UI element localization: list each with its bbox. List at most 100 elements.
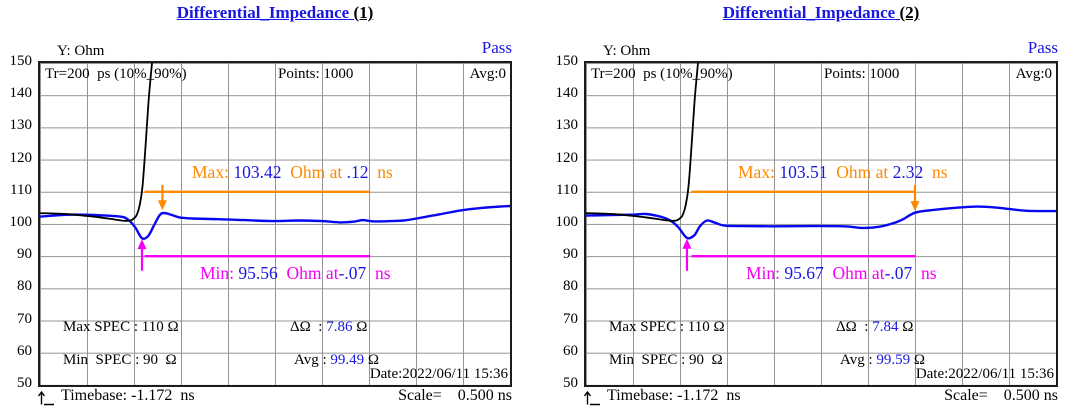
rise-time-label: Tr=200 ps (10%_90%): [45, 66, 187, 82]
y-axis: 150 140 130 120 110 100 90 80 70 60 50: [546, 0, 580, 414]
avg-value: 99.59: [876, 352, 911, 368]
min-value: 95.67: [784, 263, 824, 283]
y-tick-label: 130: [9, 117, 33, 134]
waveform-svg: [586, 63, 1056, 271]
min-time-value: -.07: [884, 263, 913, 283]
chart-title: Differential_Impedance (2): [584, 3, 1058, 23]
max-mid-label: Ohm at: [281, 162, 347, 182]
waveform-svg: [40, 63, 510, 271]
y-tick-label: 70: [563, 310, 578, 327]
y-tick-label: 60: [17, 342, 32, 359]
min-spec-label: Min SPEC : 90 Ω: [609, 352, 723, 368]
min-spec-label: Min SPEC : 90 Ω: [63, 352, 177, 368]
avg-count-label: Avg:0: [469, 66, 506, 82]
y-tick-label: 150: [555, 53, 579, 69]
min-time-value: -.07: [338, 263, 367, 283]
delta-ohm-readout: ΔΩ : 7.86 Ω: [290, 319, 367, 336]
y-tick-label: 90: [563, 246, 578, 263]
delta-unit: Ω: [898, 319, 914, 335]
impedance-curve: [40, 204, 510, 241]
max-unit-label: ns: [368, 162, 393, 182]
delta-value: 7.84: [872, 319, 899, 335]
points-label: Points: 1000: [824, 66, 900, 82]
step-edge-curve: [586, 63, 699, 222]
chart-panel: Differential_Impedance (2) Pass Y: Ohm 1…: [546, 0, 1091, 414]
max-value: 103.42: [233, 162, 282, 182]
y-axis: 150 140 130 120 110 100 90 80 70 60 50: [0, 0, 34, 414]
chart-title: Differential_Impedance (1): [38, 3, 512, 23]
y-tick-label: 120: [555, 149, 579, 166]
scale-label: Scale= 0.500 ns: [944, 387, 1058, 404]
min-unit-label: ns: [912, 263, 937, 283]
scale-label: Scale= 0.500 ns: [398, 387, 512, 404]
max-time-value: .12: [346, 162, 369, 182]
date-label: Date:2022/06/11 15:36: [915, 366, 1054, 382]
y-tick-label: 80: [563, 278, 578, 295]
max-spec-label: Max SPEC : 110 Ω: [609, 319, 725, 335]
points-label: Points: 1000: [278, 66, 354, 82]
min-mid-label: Ohm at: [823, 263, 885, 283]
max-unit-label: ns: [923, 162, 948, 182]
y-tick-label: 110: [556, 181, 578, 198]
y-tick-label: 140: [9, 85, 33, 102]
y-tick-label: 110: [10, 181, 32, 198]
timebase-label: Timebase: -1.172 ns: [607, 387, 741, 404]
min-annotation: Min: 95.56 Ohm at-.07 ns: [200, 263, 391, 284]
avg-ohm-readout: Avg : 99.59 Ω: [840, 352, 925, 369]
min-label: Min:: [200, 263, 239, 283]
delta-prefix: ΔΩ :: [836, 319, 873, 335]
y-tick-label: 140: [555, 85, 579, 102]
y-tick-label: 90: [17, 246, 32, 263]
timebase-label: Timebase: -1.172 ns: [61, 387, 195, 404]
delta-unit: Ω: [352, 319, 368, 335]
max_marker-arrowhead: [157, 200, 167, 211]
min_marker-arrowhead: [137, 239, 147, 250]
delta-prefix: ΔΩ :: [290, 319, 327, 335]
chart-title-index: (1): [353, 3, 374, 22]
y-tick-label: 100: [9, 214, 33, 230]
y-axis-title: Y: Ohm: [57, 43, 105, 59]
avg-unit: Ω: [910, 352, 926, 368]
plot-area: Tr=200 ps (10%_90%) Points: 1000 Avg:0 M…: [584, 61, 1058, 387]
max-time-value: 2.32: [892, 162, 924, 182]
delta-value: 7.86: [326, 319, 353, 335]
y-tick-label: 50: [563, 375, 578, 391]
y-tick-label: 80: [17, 278, 32, 295]
min-unit-label: ns: [366, 263, 391, 283]
chart-title-text: Differential_Impedance: [176, 3, 354, 22]
step-edge-curve: [40, 63, 153, 222]
chart-panel: Differential_Impedance (1) Pass Y: Ohm 1…: [0, 0, 545, 414]
impedance-curve: [586, 205, 1056, 240]
avg-value: 99.49: [330, 352, 365, 368]
plot-area: Tr=200 ps (10%_90%) Points: 1000 Avg:0 M…: [38, 61, 512, 387]
y-tick-label: 70: [17, 310, 32, 327]
y-tick-label: 120: [9, 149, 33, 166]
avg-count-label: Avg:0: [1015, 66, 1052, 82]
y-axis-title: Y: Ohm: [603, 43, 651, 59]
y-tick-label: 150: [9, 53, 33, 69]
min-value: 95.56: [238, 263, 278, 283]
date-label: Date:2022/06/11 15:36: [369, 366, 508, 382]
delta-ohm-readout: ΔΩ : 7.84 Ω: [836, 319, 913, 336]
y-tick-label: 60: [563, 342, 578, 359]
pass-status-badge: Pass: [481, 38, 512, 57]
min-label: Min:: [746, 263, 785, 283]
y-tick-label: 50: [17, 375, 32, 391]
min_marker-arrowhead: [682, 238, 692, 249]
rise-time-label: Tr=200 ps (10%_90%): [591, 66, 733, 82]
max_marker-arrowhead: [910, 201, 920, 212]
axis-origin-icon: [37, 389, 57, 411]
y-tick-label: 100: [555, 214, 579, 230]
avg-prefix: Avg :: [840, 352, 877, 368]
max-label: Max:: [738, 162, 780, 182]
min-mid-label: Ohm at: [277, 263, 339, 283]
chart-title-text: Differential_Impedance: [722, 3, 900, 22]
max-value: 103.51: [779, 162, 828, 182]
chart-title-index: (2): [899, 3, 920, 22]
avg-prefix: Avg :: [294, 352, 331, 368]
max-mid-label: Ohm at: [827, 162, 893, 182]
max-label: Max:: [192, 162, 234, 182]
pass-status-badge: Pass: [1027, 38, 1058, 57]
avg-unit: Ω: [364, 352, 380, 368]
axis-origin-icon: [583, 389, 603, 411]
